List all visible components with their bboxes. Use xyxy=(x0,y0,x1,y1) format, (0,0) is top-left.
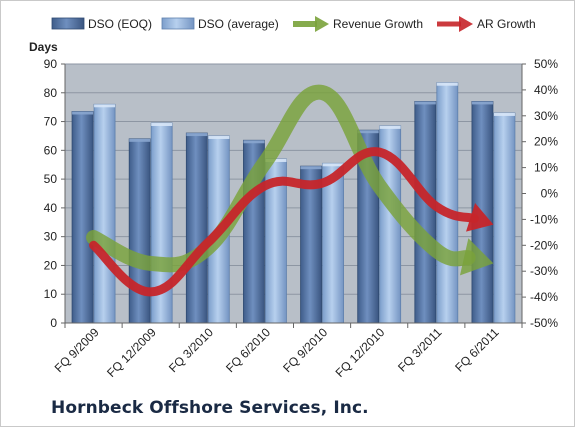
bar-dso-average xyxy=(322,162,344,324)
y-axis-ticks: 0 10 20 30 40 50 60 70 80 90 xyxy=(44,57,65,330)
line-ar-growth-arrowhead xyxy=(466,203,494,232)
bar-dso-average xyxy=(436,82,459,324)
x-tick-label: FQ 3/2011 xyxy=(395,325,445,375)
bar-dso-eoq-cap xyxy=(72,111,94,115)
bar-dso-eoq-cap xyxy=(414,101,436,105)
bar-dso-eoq-cap xyxy=(129,138,151,142)
y-tick-label: 0 xyxy=(50,316,57,330)
bar-dso-average xyxy=(493,112,516,324)
x-tick-label: FQ 12/2009 xyxy=(104,325,159,380)
y2-tick-label: 20% xyxy=(534,135,558,149)
legend-label: DSO (EOQ) xyxy=(88,17,152,31)
bar-dso-average-cap xyxy=(436,82,458,86)
line-ar-growth xyxy=(89,147,479,297)
bar-dso-average-cap xyxy=(208,135,230,139)
y-tick-label: 30 xyxy=(44,230,58,244)
y-tick-label: 90 xyxy=(44,57,58,71)
bar-dso-eoq xyxy=(414,101,437,324)
legend-swatch-dso-average xyxy=(161,17,195,30)
bar-dso-average-cap xyxy=(493,112,515,116)
x-axis-ticks: FQ 9/2009 FQ 12/2009 FQ 3/2010 FQ 6/2010 FQ … xyxy=(52,325,502,380)
y2-tick-label: -30% xyxy=(530,264,558,278)
y-tick-label: 60 xyxy=(44,143,58,157)
bar-dso-eoq-cap xyxy=(300,166,322,170)
bar-series xyxy=(71,82,516,324)
legend-arrowhead xyxy=(459,16,473,32)
legend: DSO (EOQ) DSO (average) Revenue Growth AR G… xyxy=(51,16,536,32)
legend-label: Revenue Growth xyxy=(333,17,423,31)
y2-tick-label: 10% xyxy=(534,161,558,175)
x-tick-label: FQ 9/2010 xyxy=(280,325,330,375)
bar-dso-eoq-cap xyxy=(186,133,208,137)
x-tick-label: FQ 6/2011 xyxy=(452,325,502,375)
bar-dso-average-cap xyxy=(322,163,344,167)
y-tick-label: 20 xyxy=(44,258,58,272)
legend-arrowhead xyxy=(315,16,329,32)
y-tick-label: 40 xyxy=(44,201,58,215)
bar-dso-eoq xyxy=(185,132,208,324)
bar-dso-average-cap xyxy=(379,125,401,129)
x-tick-label: FQ 12/2010 xyxy=(333,325,388,380)
line-revenue-growth-arrowhead xyxy=(459,238,494,276)
bar-dso-eoq-cap xyxy=(471,101,493,105)
bar-dso-eoq xyxy=(71,111,94,324)
company-name: Hornbeck Offshore Services, Inc. xyxy=(51,398,369,418)
y2-tick-label: -50% xyxy=(530,316,558,330)
y-tick-label: 70 xyxy=(44,115,58,129)
y2-tick-label: 40% xyxy=(534,83,558,97)
bar-dso-average-cap xyxy=(94,104,116,108)
y-tick-label: 80 xyxy=(44,86,58,100)
y2-tick-label: 50% xyxy=(534,57,558,71)
bar-dso-average-cap xyxy=(151,122,173,126)
bar-dso-eoq-cap xyxy=(357,130,379,134)
bar-dso-eoq xyxy=(300,165,322,324)
y2-tick-label: -40% xyxy=(530,290,558,304)
x-tick-label: FQ 3/2010 xyxy=(166,325,216,375)
x-tick-label: FQ 9/2009 xyxy=(52,325,102,375)
y2-tick-label: 30% xyxy=(534,109,558,123)
y-tick-label: 10 xyxy=(44,287,58,301)
legend-swatch-dso-eoq xyxy=(51,17,85,30)
y2-tick-label: -20% xyxy=(530,238,558,252)
y-tick-label: 50 xyxy=(44,172,58,186)
line-revenue-growth xyxy=(86,84,476,273)
bar-dso-average xyxy=(93,103,116,324)
bar-dso-average-cap xyxy=(265,158,287,162)
y-axis-title: Days xyxy=(29,40,58,54)
line-series xyxy=(86,84,494,297)
legend-label: DSO (average) xyxy=(198,17,279,31)
legend-label: AR Growth xyxy=(477,17,536,31)
y2-axis-ticks: -50% -40% -30% -20% -10% 0% 10% 20% 30% 40% 50% xyxy=(522,57,558,330)
y2-tick-label: -10% xyxy=(530,212,558,226)
bar-dso-eoq-cap xyxy=(243,140,265,144)
y2-tick-label: 0% xyxy=(541,187,559,201)
x-tick-label: FQ 6/2010 xyxy=(223,325,273,375)
